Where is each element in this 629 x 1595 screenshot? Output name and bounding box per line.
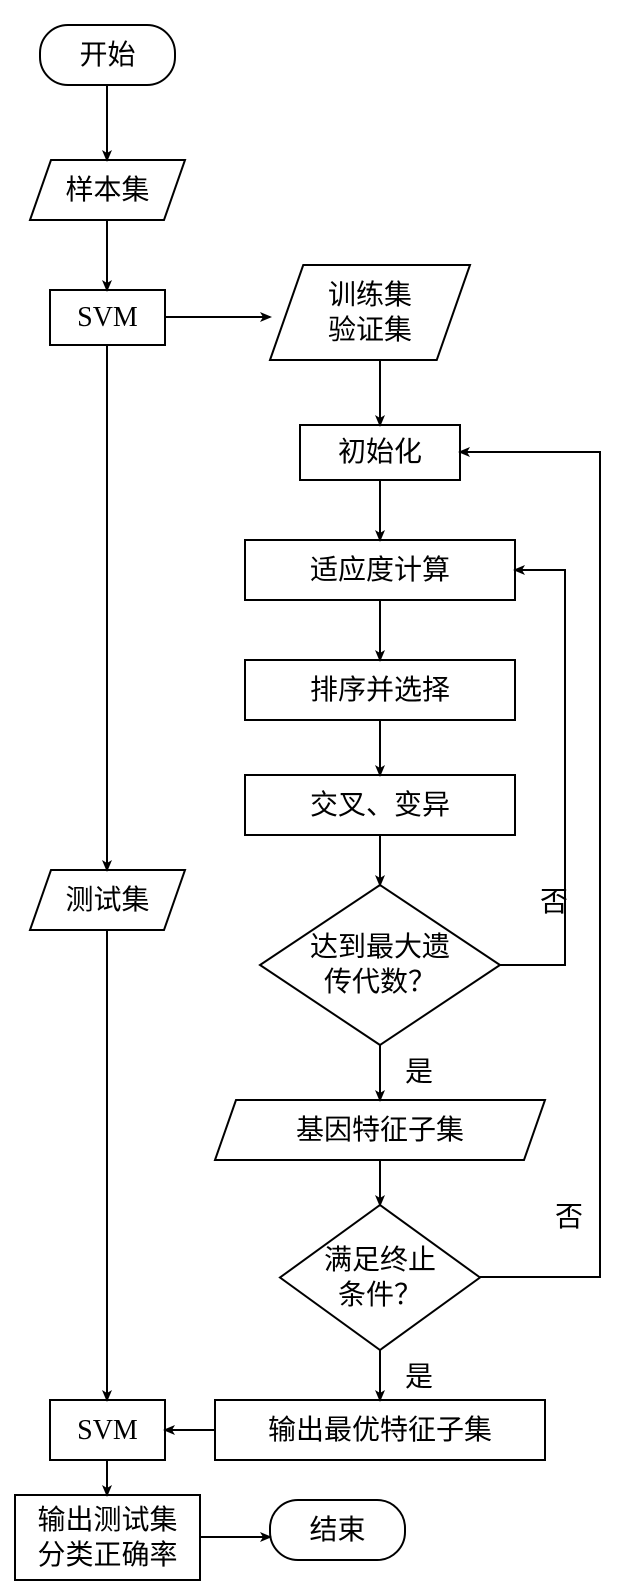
edge-label-11: 是 [405, 1355, 433, 1395]
node-test_set-label: 测试集 [65, 883, 149, 918]
node-gene_subset-label: 基因特征子集 [296, 1113, 464, 1148]
node-svm1: SVM [50, 290, 165, 345]
node-train_valid-label: 训练集 验证集 [328, 278, 412, 348]
node-max_gen-label: 达到最大遗 传代数？ [310, 930, 450, 1000]
node-max_gen: 达到最大遗 传代数？ [260, 885, 500, 1045]
node-sample_set: 样本集 [30, 160, 185, 220]
node-gene_subset: 基因特征子集 [215, 1100, 545, 1160]
node-train_valid: 训练集 验证集 [270, 265, 470, 360]
node-start-label: 开始 [79, 38, 135, 73]
edge-label-12: 否 [555, 1195, 583, 1235]
node-cross_mutate-label: 交叉、变异 [310, 788, 450, 823]
node-terminate: 满足终止 条件？ [280, 1205, 480, 1350]
node-output_acc: 输出测试集 分类正确率 [15, 1495, 200, 1580]
edge-label-8: 是 [405, 1050, 433, 1090]
edge-label-9: 否 [540, 880, 568, 920]
node-init-label: 初始化 [338, 435, 422, 470]
node-svm2-label: SVM [77, 1413, 138, 1448]
node-output_acc-label: 输出测试集 分类正确率 [37, 1503, 177, 1573]
node-svm1-label: SVM [77, 300, 138, 335]
node-sort_select: 排序并选择 [245, 660, 515, 720]
node-sample_set-label: 样本集 [65, 173, 149, 208]
node-end-label: 结束 [309, 1513, 365, 1548]
node-terminate-label: 满足终止 条件？ [324, 1243, 436, 1313]
node-sort_select-label: 排序并选择 [310, 673, 450, 708]
node-fitness-label: 适应度计算 [310, 553, 450, 588]
node-init: 初始化 [300, 425, 460, 480]
node-cross_mutate: 交叉、变异 [245, 775, 515, 835]
node-test_set: 测试集 [30, 870, 185, 930]
node-output_subset-label: 输出最优特征子集 [268, 1413, 492, 1448]
node-output_subset: 输出最优特征子集 [215, 1400, 545, 1460]
flowchart-canvas: 开始样本集 SVM 训练集 验证集初始化适应度计算排序并选择交叉、变异测试集达到最大… [0, 0, 629, 1595]
node-start: 开始 [40, 25, 175, 85]
node-svm2: SVM [50, 1400, 165, 1460]
node-end: 结束 [270, 1500, 405, 1560]
node-fitness: 适应度计算 [245, 540, 515, 600]
